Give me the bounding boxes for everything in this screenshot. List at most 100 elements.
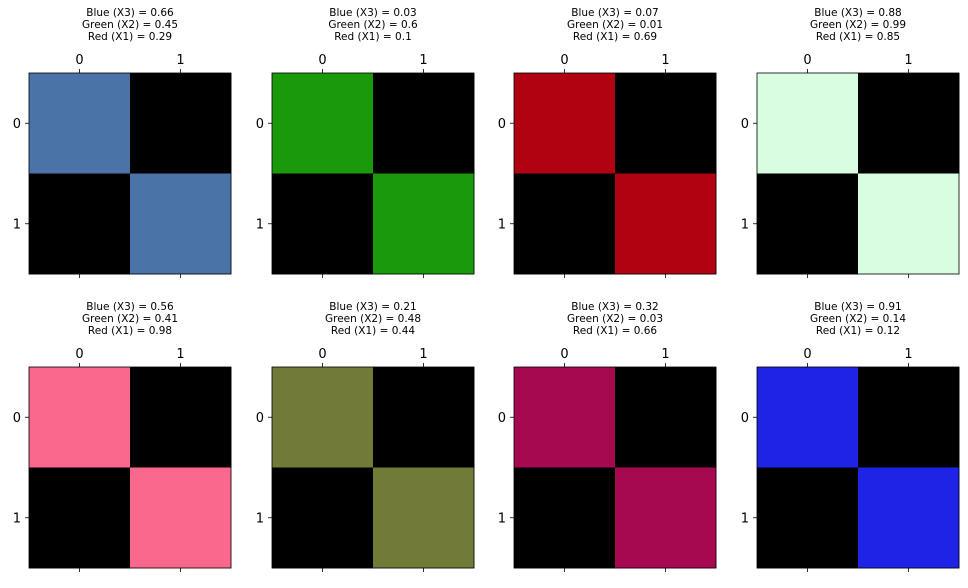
heatmap-cell bbox=[130, 173, 232, 275]
panel-title-line: Blue (X3) = 0.03 bbox=[329, 7, 417, 19]
panel-title-line: Red (X1) = 0.44 bbox=[331, 325, 416, 337]
x-tick-label: 0 bbox=[560, 347, 568, 362]
heatmap-cell bbox=[373, 173, 475, 275]
heatmap-cell bbox=[615, 73, 717, 174]
y-tick-label: 1 bbox=[741, 511, 749, 526]
heatmap-cell bbox=[858, 467, 960, 569]
panel-title-line: Green (X2) = 0.01 bbox=[567, 19, 663, 31]
panel-title-line: Green (X2) = 0.99 bbox=[810, 19, 906, 31]
panel-title-line: Green (X2) = 0.41 bbox=[82, 313, 178, 325]
x-tick-label: 0 bbox=[560, 53, 568, 68]
panel-title-line: Blue (X3) = 0.21 bbox=[329, 301, 417, 313]
heatmap-cell bbox=[130, 467, 232, 569]
heatmap-cell bbox=[272, 367, 374, 468]
y-tick-label: 1 bbox=[256, 217, 264, 232]
x-tick-label: 1 bbox=[661, 347, 669, 362]
panel-title-line: Red (X1) = 0.98 bbox=[88, 325, 172, 337]
heatmap-cell bbox=[130, 73, 232, 174]
y-tick-label: 0 bbox=[13, 117, 21, 132]
heatmap-cell bbox=[615, 467, 717, 569]
heatmap-cell bbox=[514, 173, 616, 275]
y-tick-label: 0 bbox=[498, 117, 506, 132]
heatmap-cell bbox=[615, 173, 717, 275]
y-tick-label: 0 bbox=[13, 411, 21, 426]
heatmap-cell bbox=[130, 367, 232, 468]
y-tick-label: 1 bbox=[13, 511, 21, 526]
heatmap-cell bbox=[757, 173, 859, 275]
y-tick-label: 0 bbox=[741, 411, 749, 426]
panel-title-line: Red (X1) = 0.85 bbox=[816, 31, 900, 43]
y-tick-label: 1 bbox=[256, 511, 264, 526]
heatmap-cell bbox=[29, 367, 131, 468]
heatmap-cell bbox=[514, 73, 616, 174]
heatmap-cell bbox=[858, 73, 960, 174]
panel-frame bbox=[271, 72, 475, 275]
y-tick-label: 1 bbox=[498, 511, 506, 526]
heatmap-cell bbox=[757, 367, 859, 468]
panel-frame bbox=[756, 366, 960, 569]
panel-frame bbox=[28, 72, 232, 275]
panel-title-line: Green (X2) = 0.03 bbox=[567, 313, 663, 325]
panel-title-line: Red (X1) = 0.66 bbox=[573, 325, 658, 337]
y-tick-label: 0 bbox=[256, 117, 264, 132]
heatmap-cell bbox=[29, 467, 131, 569]
panel-frame bbox=[28, 366, 232, 569]
heatmap-cell bbox=[757, 73, 859, 174]
x-tick-label: 0 bbox=[75, 53, 83, 68]
panel-title-line: Green (X2) = 0.6 bbox=[328, 19, 418, 31]
heatmap-cell bbox=[858, 367, 960, 468]
heatmap-cell bbox=[514, 467, 616, 569]
heatmap-cell bbox=[272, 467, 374, 569]
x-tick-label: 1 bbox=[419, 53, 427, 68]
panel-title-line: Green (X2) = 0.48 bbox=[325, 313, 421, 325]
panel-frame bbox=[756, 72, 960, 275]
x-tick-label: 1 bbox=[661, 53, 669, 68]
heatmap-cell bbox=[373, 73, 475, 174]
panel-title-line: Red (X1) = 0.29 bbox=[88, 31, 172, 43]
y-tick-label: 1 bbox=[741, 217, 749, 232]
y-tick-label: 0 bbox=[741, 117, 749, 132]
heatmap-cell bbox=[272, 173, 374, 275]
panel-title-line: Blue (X3) = 0.32 bbox=[571, 301, 659, 313]
x-tick-label: 1 bbox=[419, 347, 427, 362]
panel-title-line: Blue (X3) = 0.07 bbox=[571, 7, 659, 19]
heatmap-cell bbox=[615, 367, 717, 468]
heatmap-cell bbox=[858, 173, 960, 275]
panel-title-line: Blue (X3) = 0.88 bbox=[814, 7, 902, 19]
panel-title-line: Red (X1) = 0.12 bbox=[816, 325, 900, 337]
x-tick-label: 1 bbox=[904, 347, 912, 362]
panel-title-line: Green (X2) = 0.45 bbox=[82, 19, 178, 31]
x-tick-label: 1 bbox=[904, 53, 912, 68]
y-tick-label: 1 bbox=[498, 217, 506, 232]
heatmap-cell bbox=[29, 173, 131, 275]
panel-title-line: Blue (X3) = 0.91 bbox=[814, 301, 902, 313]
x-tick-label: 0 bbox=[318, 347, 326, 362]
panel-frame bbox=[513, 366, 717, 569]
y-tick-label: 1 bbox=[13, 217, 21, 232]
x-tick-label: 1 bbox=[176, 347, 184, 362]
x-tick-label: 0 bbox=[318, 53, 326, 68]
heatmap-cell bbox=[514, 367, 616, 468]
panel-title-line: Red (X1) = 0.1 bbox=[334, 31, 412, 43]
y-tick-label: 0 bbox=[498, 411, 506, 426]
panel-title-line: Blue (X3) = 0.56 bbox=[86, 301, 174, 313]
heatmap-cell bbox=[373, 367, 475, 468]
heatmap-cell bbox=[373, 467, 475, 569]
panel-title-line: Green (X2) = 0.14 bbox=[810, 313, 906, 325]
heatmap-cell bbox=[757, 467, 859, 569]
panel-title-line: Red (X1) = 0.69 bbox=[573, 31, 657, 43]
x-tick-label: 0 bbox=[803, 53, 811, 68]
panel-title-line: Blue (X3) = 0.66 bbox=[86, 7, 174, 19]
x-tick-label: 0 bbox=[803, 347, 811, 362]
y-tick-label: 0 bbox=[256, 411, 264, 426]
heatmap-cell bbox=[29, 73, 131, 174]
